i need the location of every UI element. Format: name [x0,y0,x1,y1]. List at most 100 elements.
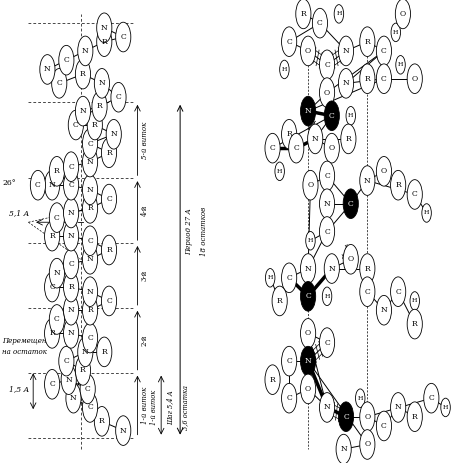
Circle shape [101,286,117,316]
Circle shape [78,337,93,367]
Circle shape [338,402,354,432]
Circle shape [280,60,289,79]
Text: R: R [365,38,370,46]
Circle shape [82,277,98,307]
Text: R: R [395,181,401,189]
Text: C: C [286,38,292,46]
Circle shape [360,402,375,432]
Circle shape [319,189,335,219]
Circle shape [282,119,297,149]
Circle shape [106,119,121,149]
Text: R: R [412,320,418,328]
Circle shape [360,277,375,307]
Circle shape [391,23,401,42]
Text: H: H [398,63,403,67]
Circle shape [319,50,335,80]
Circle shape [265,269,275,287]
Circle shape [49,156,64,186]
Text: C: C [324,172,330,180]
Circle shape [334,5,344,23]
Text: O: O [305,47,311,55]
Text: R: R [80,70,86,78]
Text: N: N [44,65,51,74]
Text: C: C [324,338,330,347]
Text: C: C [286,394,292,402]
Text: O: O [381,167,387,175]
Circle shape [312,8,328,38]
Circle shape [336,434,351,463]
Circle shape [341,124,356,154]
Circle shape [82,295,98,325]
Circle shape [64,249,79,279]
Text: C: C [428,394,434,402]
Circle shape [296,0,311,29]
Text: N: N [340,445,347,453]
Circle shape [82,194,98,223]
Text: C: C [68,181,74,189]
Text: 1,5 А: 1,5 А [9,385,29,393]
Circle shape [376,156,392,186]
Circle shape [356,389,365,407]
Circle shape [282,383,297,413]
Text: C: C [49,380,55,388]
Circle shape [272,286,287,316]
Circle shape [101,184,117,214]
Text: C: C [87,139,93,148]
Circle shape [301,374,316,404]
Text: N: N [65,375,72,384]
Text: O: O [305,329,311,338]
Circle shape [40,55,55,84]
Text: 18 остатков: 18 остатков [200,207,208,256]
Text: N: N [87,255,93,263]
Text: 2-й: 2-й [141,335,148,346]
Circle shape [282,27,297,56]
Text: N: N [395,403,401,412]
Text: N: N [99,79,105,88]
Circle shape [407,180,422,209]
Circle shape [275,162,284,181]
Text: C: C [54,213,60,222]
Text: C: C [54,315,60,324]
Circle shape [360,166,375,195]
Text: N: N [87,288,93,296]
Text: R: R [412,413,418,421]
Circle shape [360,430,375,459]
Text: 3,6 остатка: 3,6 остатка [181,385,189,430]
Text: R: R [80,366,86,375]
Circle shape [45,369,60,399]
Circle shape [64,221,79,251]
Circle shape [116,22,131,52]
Text: C: C [116,93,121,101]
Circle shape [97,27,112,56]
Circle shape [116,416,131,445]
Circle shape [64,319,79,348]
Text: N: N [80,107,86,115]
Circle shape [424,383,439,413]
Circle shape [391,393,406,422]
Text: C: C [85,385,91,393]
Text: N: N [68,306,74,314]
Circle shape [45,272,60,302]
Circle shape [376,64,392,94]
Text: 26°: 26° [3,179,16,187]
Circle shape [45,170,60,200]
Circle shape [338,36,354,66]
Text: N: N [68,329,74,338]
Text: C: C [68,163,74,171]
Circle shape [308,124,323,154]
Circle shape [422,204,431,222]
Circle shape [94,407,109,436]
Circle shape [82,393,98,422]
Text: C: C [317,19,323,27]
Circle shape [301,36,316,66]
Text: C: C [286,357,292,365]
Circle shape [301,96,316,126]
Text: R: R [286,130,292,138]
Text: N: N [343,79,349,88]
Text: R: R [270,375,275,384]
Circle shape [319,328,335,357]
Text: R: R [68,283,74,291]
Text: R: R [277,297,283,305]
Circle shape [52,69,67,98]
Text: R: R [101,38,107,46]
